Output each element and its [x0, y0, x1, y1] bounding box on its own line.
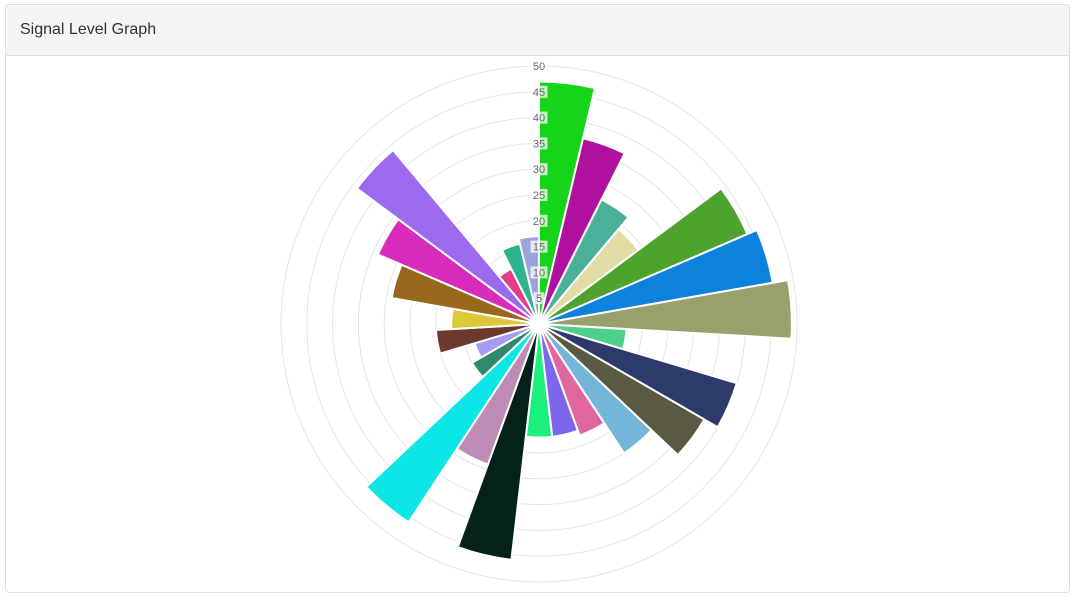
tick-backdrop [530, 163, 548, 176]
polar-segment[interactable] [364, 323, 540, 524]
tick-backdrop [530, 266, 548, 279]
polar-area-chart: 5 10 15 20 25 30 35 40 45 50 [280, 60, 798, 583]
polar-segment[interactable] [538, 323, 706, 457]
polar-segment[interactable] [456, 323, 540, 561]
tick-label: 15 [533, 242, 545, 254]
tick-label: 40 [533, 113, 545, 125]
tick-label: 10 [533, 267, 545, 279]
radial-ticks: 5 10 15 20 25 30 35 40 45 50 [530, 60, 548, 305]
panel-body: 5 10 15 20 25 30 35 40 45 50 [6, 56, 1069, 592]
tick-backdrop [530, 111, 548, 124]
tick-backdrop [530, 137, 548, 150]
polar-segment[interactable] [538, 323, 738, 429]
tick-label: 5 [536, 293, 542, 305]
polar-segment[interactable] [538, 278, 793, 340]
tick-backdrop [530, 240, 548, 253]
tick-label: 35 [533, 138, 545, 150]
tick-label: 20 [533, 216, 545, 228]
polar-segment[interactable] [355, 148, 540, 325]
tick-label: 30 [533, 164, 545, 176]
tick-backdrop [530, 60, 548, 72]
polar-segment[interactable] [470, 323, 540, 379]
polar-segment[interactable] [538, 323, 654, 455]
chart-segments [355, 80, 793, 561]
tick-label: 45 [533, 87, 545, 99]
tick-backdrop [533, 292, 545, 305]
panel-heading: Signal Level Graph [6, 5, 1069, 56]
tick-backdrop [530, 214, 548, 227]
tick-label: 25 [533, 190, 545, 202]
tick-label: 50 [533, 61, 545, 73]
polar-segment[interactable] [538, 137, 627, 325]
polar-segment[interactable] [538, 198, 630, 325]
tick-backdrop [530, 189, 548, 201]
polar-segment[interactable] [434, 323, 540, 355]
polar-segment[interactable] [538, 323, 606, 437]
signal-level-panel: Signal Level Graph 5 10 15 20 25 30 35 40 45 50 [5, 4, 1070, 593]
tick-backdrop [530, 85, 548, 98]
panel-title: Signal Level Graph [20, 21, 157, 38]
